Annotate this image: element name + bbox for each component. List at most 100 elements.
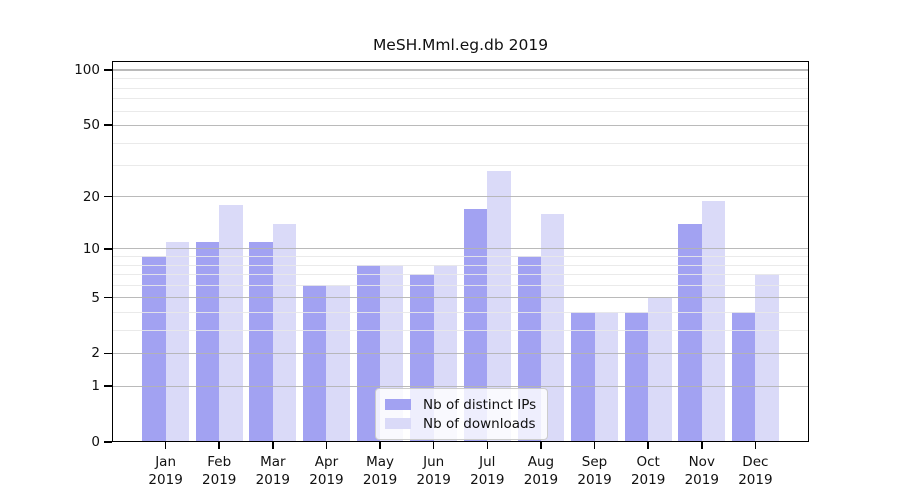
x-tick-month: Oct (636, 454, 660, 470)
x-tick-label: May 2019 (363, 453, 397, 489)
x-tick (325, 442, 328, 449)
gridline-minor (112, 285, 809, 287)
x-tick-year: 2019 (577, 472, 612, 488)
bar-ips (303, 285, 327, 442)
x-tick-year: 2019 (148, 472, 183, 488)
gridline-major (112, 248, 809, 250)
grid-layer (112, 61, 809, 442)
x-tick-year: 2019 (630, 472, 666, 488)
bar-ips (731, 312, 756, 442)
y-tick (104, 124, 112, 126)
x-tick-month: Sep (581, 454, 608, 470)
x-tick (164, 442, 167, 449)
gridline-minor (112, 98, 809, 100)
y-tick (104, 69, 112, 71)
bar-downloads (219, 204, 243, 442)
gridline-minor (112, 312, 809, 314)
x-tick (540, 442, 542, 449)
bar-downloads (540, 213, 565, 442)
x-tick-label: Apr 2019 (309, 453, 343, 489)
gridline-minor (112, 256, 809, 258)
gridline-minor (112, 165, 809, 167)
legend-label-ips: Nb of distinct IPs (423, 396, 537, 413)
x-tick (218, 442, 221, 449)
x-tick-year: 2019 (684, 472, 719, 488)
x-tick-month: Jan (155, 454, 177, 470)
gridline-major (112, 196, 809, 198)
x-tick-year: 2019 (523, 472, 559, 488)
x-tick-label: Aug 2019 (524, 453, 558, 489)
bar-ips (463, 209, 488, 442)
gridline-minor (112, 110, 809, 112)
bar-downloads (165, 241, 189, 442)
gridline-minor (112, 330, 809, 332)
x-tick-label: Feb 2019 (202, 453, 236, 489)
bar-ips (624, 312, 649, 442)
bar-ips (249, 241, 273, 442)
y-tick-label: 5 (91, 289, 100, 306)
y-tick-label: 1 (91, 378, 100, 395)
x-tick (486, 442, 489, 449)
bar-ips (195, 241, 220, 442)
y-tick (104, 195, 112, 198)
x-tick-month: Jun (423, 454, 445, 470)
ticks-layer: 0 1 2 5 10 20 50 100 Jan 2019 Feb 2019 Mar 2019 Apr 201… (74, 61, 809, 488)
legend-row-ips: Nb of distinct IPs (385, 395, 536, 414)
x-tick-label: Nov 2019 (685, 453, 719, 489)
legend-label-downloads: Nb of downloads (423, 415, 536, 432)
x-tick-month: Nov (688, 454, 715, 470)
x-tick-label: Oct 2019 (631, 453, 665, 489)
x-tick-label: Jul 2019 (470, 453, 504, 489)
x-tick-label: Jun 2019 (417, 453, 451, 489)
x-tick-month: Mar (260, 454, 286, 470)
bar-downloads (755, 274, 779, 442)
bar-downloads (272, 223, 297, 442)
gridline-minor (112, 264, 809, 266)
x-tick-month: Aug (527, 454, 555, 470)
gridline-major (112, 124, 809, 126)
y-tick-label: 50 (82, 117, 100, 134)
x-tick-year: 2019 (416, 472, 451, 488)
gridline-major (112, 296, 809, 299)
x-tick (593, 442, 596, 449)
x-tick (272, 442, 274, 449)
gridline-minor (112, 87, 809, 89)
bar-downloads (487, 170, 511, 442)
y-tick (104, 441, 112, 443)
x-tick-month: Apr (314, 454, 339, 470)
y-tick-label: 2 (91, 345, 100, 362)
x-tick (647, 442, 649, 449)
y-tick-label: 100 (74, 62, 100, 79)
x-tick-year: 2019 (738, 472, 773, 488)
plot-area: 0 1 2 5 10 20 50 100 Jan 2019 Feb 2019 Mar 2019 Apr 201… (74, 61, 809, 488)
x-tick-label: Jan 2019 (148, 453, 182, 489)
bar-ips (678, 223, 702, 442)
x-tick (379, 442, 381, 449)
bar-downloads (648, 297, 672, 442)
gridline-major (112, 69, 809, 71)
chart-title: MeSH.Mml.eg.db 2019 (372, 36, 549, 54)
gridline-minor (112, 142, 809, 144)
x-tick-month: Feb (207, 454, 232, 470)
bar-ips (571, 312, 595, 442)
y-tick-label: 10 (82, 240, 100, 257)
legend-swatch-downloads (385, 418, 411, 429)
x-tick (754, 442, 757, 449)
gridline-major (112, 352, 809, 355)
x-tick-label: Sep 2019 (577, 453, 611, 489)
gridline-major (112, 385, 809, 387)
legend: Nb of distinct IPs Nb of downloads (375, 388, 549, 440)
legend-row-downloads: Nb of downloads (385, 414, 536, 433)
x-tick-year: 2019 (309, 472, 344, 488)
x-tick-year: 2019 (202, 472, 237, 488)
x-tick-year: 2019 (255, 472, 291, 488)
gridline-minor (112, 78, 809, 80)
y-tick (104, 385, 112, 387)
x-tick-month: Dec (742, 454, 769, 470)
x-tick-label: Mar 2019 (256, 453, 290, 489)
y-tick (104, 247, 112, 250)
x-tick-month: Jul (479, 454, 496, 470)
x-tick-year: 2019 (470, 472, 505, 488)
y-tick-label: 20 (82, 188, 100, 205)
